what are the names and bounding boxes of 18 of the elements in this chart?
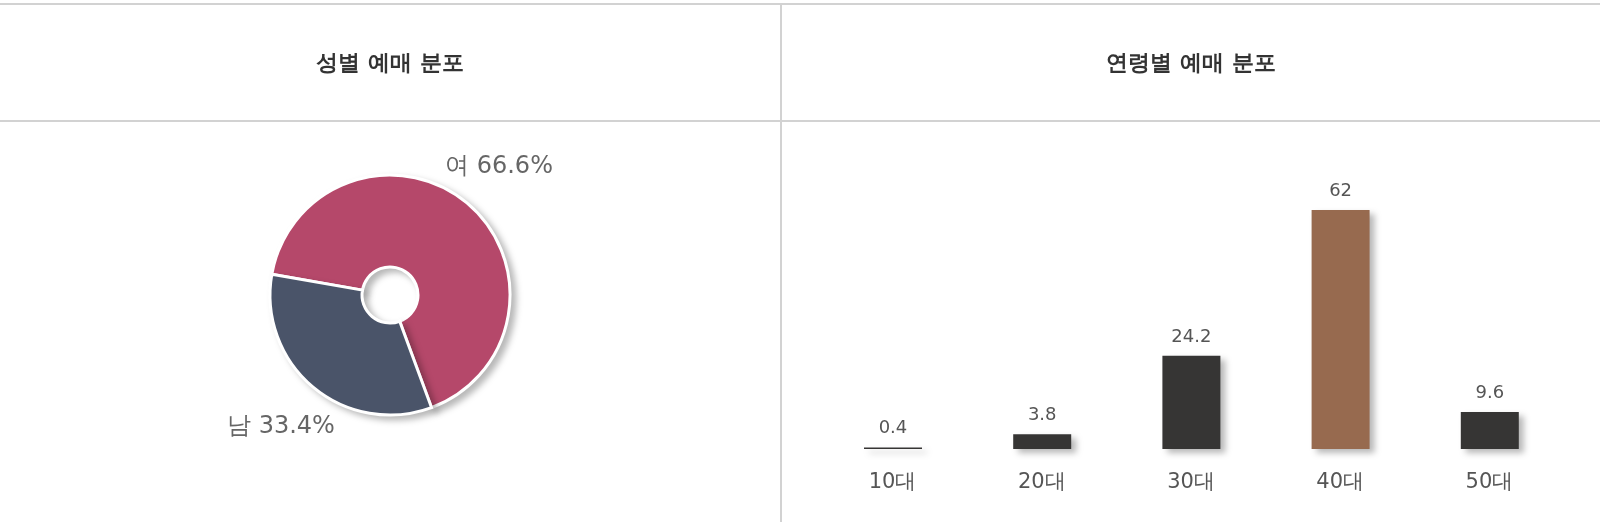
x-tick-label: 50대 [1465, 468, 1514, 493]
bar [1162, 355, 1221, 449]
bar [1311, 210, 1370, 449]
x-tick-label: 10대 [868, 468, 917, 493]
bar [1013, 434, 1072, 449]
slice-label: 여 66.6% [445, 150, 553, 179]
slice-label: 남 33.4% [227, 411, 335, 440]
chart-title: 성별 예매 분포 [316, 48, 464, 77]
x-tick-label: 40대 [1316, 468, 1365, 493]
x-tick-label: 30대 [1167, 468, 1215, 493]
data-label: 24.2 [1171, 324, 1212, 346]
data-label: 9.6 [1475, 380, 1505, 402]
x-tick-label: 20대 [1017, 468, 1066, 493]
bar [1460, 411, 1519, 449]
data-label: 0.4 [878, 416, 908, 438]
data-label: 62 [1329, 179, 1353, 200]
chart-title: 연령별 예매 분포 [1106, 48, 1276, 77]
data-label: 3.8 [1027, 403, 1057, 425]
